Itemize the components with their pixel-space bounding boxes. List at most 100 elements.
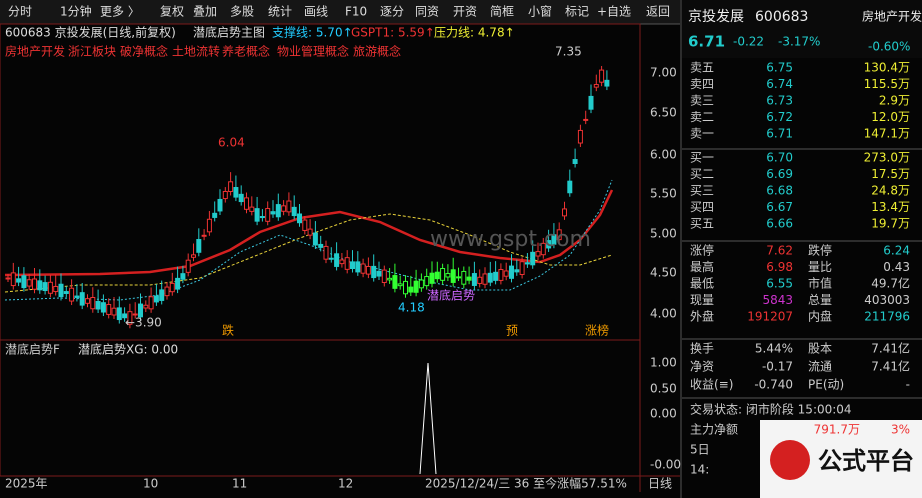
toolbar-button[interactable]: 简框 [490, 5, 514, 19]
toolbar-button[interactable]: 标记 [565, 5, 589, 19]
price-tick: 4.00 [650, 307, 677, 321]
candle-body [164, 286, 170, 297]
stat-value: 7.41亿 [871, 359, 910, 374]
chart-header: 潜底启势主图 [193, 25, 265, 40]
row-label: 买五 [690, 217, 714, 231]
candle-body [286, 200, 292, 213]
stat-label: 跌停 [808, 243, 832, 258]
row-label: 买二 [690, 167, 714, 181]
change-pct: -3.17% [778, 35, 820, 49]
row-volume: 130.4万 [864, 61, 910, 75]
row-volume: 147.1万 [864, 127, 910, 141]
candle-body [254, 208, 260, 222]
stat-value: 0.43 [883, 260, 910, 274]
ma-line [4, 189, 614, 277]
annotation: 4.18 [398, 301, 425, 315]
candle-body [577, 129, 583, 144]
toolbar-button[interactable]: 逐分 [380, 5, 404, 19]
concept-tag: 破净概念 [120, 44, 168, 59]
toolbar-button[interactable]: 统计 [268, 5, 292, 19]
candle-body [471, 273, 477, 286]
toolbar-button[interactable]: 分时 [8, 5, 32, 19]
candle-body [509, 265, 514, 279]
toolbar-button[interactable]: 复权 [160, 5, 184, 19]
row-value: 6.73 [766, 94, 793, 108]
toolbar-button[interactable]: 开资 [453, 5, 477, 19]
concept-tag: 养老概念 [222, 44, 270, 59]
concept-tag: 旅游概念 [353, 44, 401, 59]
toolbar-button[interactable]: 叠加 [193, 5, 217, 19]
candle-body [403, 280, 408, 295]
candle-body [567, 180, 573, 194]
row-volume: 115.5万 [864, 77, 910, 91]
toolbar-button[interactable]: F10 [345, 5, 367, 19]
candle-body [281, 205, 287, 212]
row-volume: 273.0万 [864, 151, 910, 165]
candle-body [106, 304, 112, 315]
row-label: 卖三 [690, 94, 714, 108]
chart-header: 压力线: 4.78↑ [434, 26, 515, 40]
row-value: 6.67 [766, 200, 793, 214]
row-value: 6.71 [766, 127, 793, 141]
candle-body [5, 277, 11, 280]
logo-icon [770, 440, 810, 480]
candle-body [47, 281, 53, 294]
stat-value: -0.17 [762, 360, 793, 374]
stat-value: 49.7亿 [871, 276, 910, 291]
stat-value: 6.24 [883, 244, 910, 258]
candle-body [42, 282, 48, 292]
stat-value: 7.41亿 [871, 341, 910, 356]
row-volume: 2.9万 [879, 94, 910, 108]
annotation: 6.04 [218, 136, 245, 150]
candle-body [116, 307, 122, 321]
stat-label: 净资 [690, 360, 714, 374]
candle-body [132, 313, 138, 316]
toolbar-button[interactable]: 同资 [415, 5, 439, 19]
price-tick: 6.50 [650, 106, 677, 120]
stat-label: 量比 [808, 260, 832, 274]
candle-body [95, 300, 101, 310]
status-bar: 2025/12/24/三 36 至今涨幅57.51% [425, 476, 627, 491]
annotation: 预 [506, 324, 518, 338]
toolbar-button[interactable]: 1分钟 [60, 4, 92, 19]
stat-label: 换手 [690, 342, 714, 356]
candle-body [249, 206, 255, 212]
stat-label: 流通 [808, 360, 832, 374]
candle-body [191, 254, 196, 258]
annotation: ←3.90 [125, 316, 162, 330]
toolbar-button[interactable]: 返回 [646, 5, 670, 19]
x-tick: 12 [338, 477, 353, 491]
panel-title: 潜底启势F [5, 342, 60, 357]
stat-label: 内盘 [808, 309, 832, 324]
row-value: 6.72 [766, 110, 793, 124]
candle-body [21, 275, 27, 289]
toolbar-button[interactable]: 画线 [304, 5, 328, 19]
candle-body [122, 313, 128, 319]
trade-status: 交易状态: 闭市阶段 15:00:04 [690, 402, 852, 417]
candle-body [429, 272, 435, 284]
stock-name: 京投发展 [688, 9, 744, 25]
candle-body [440, 268, 446, 281]
x-tick: 10 [143, 477, 158, 491]
toolbar-button[interactable]: 小窗 [528, 5, 552, 19]
candle-body [100, 302, 106, 313]
toolbar-button[interactable]: +自选 [597, 5, 631, 19]
row-volume: 13.4万 [871, 200, 910, 214]
row-value: 6.69 [766, 167, 793, 181]
candle-body [153, 295, 159, 303]
candle-body [180, 273, 186, 280]
candle-body [259, 216, 265, 219]
candle-body [138, 303, 143, 318]
annotation: 跌 [222, 323, 234, 338]
candle-body [291, 206, 297, 217]
toolbar-button[interactable]: 更多 〉 [100, 5, 140, 19]
industry: 房地产开发 [862, 9, 922, 24]
industry-pct: -0.60% [868, 40, 910, 54]
flow-pct: 3% [891, 423, 910, 437]
logo-text: 公式平台 [818, 447, 914, 475]
price-tick: 5.50 [650, 187, 677, 201]
concept-tag: 土地流转 [172, 44, 220, 59]
candle-body [69, 287, 75, 302]
toolbar-button[interactable]: 多股 [230, 5, 254, 19]
